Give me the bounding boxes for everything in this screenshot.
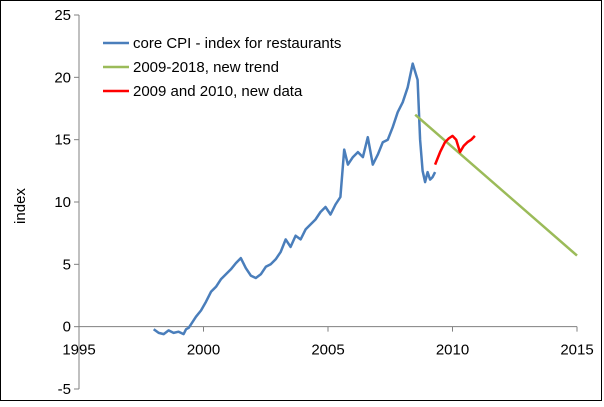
legend-label-3: 2009 and 2010, new data xyxy=(133,83,303,100)
y-tick-label: 20 xyxy=(54,69,71,86)
series-layer xyxy=(152,62,578,336)
legend-label-2: 2009-2018, new trend xyxy=(133,59,279,76)
y-tick-label: 0 xyxy=(63,319,71,336)
y-tick-label: 10 xyxy=(54,194,71,211)
x-tick-label: 2000 xyxy=(187,342,220,359)
y-axis-label: index xyxy=(12,188,29,224)
series-line-2 xyxy=(414,113,578,257)
series-line-1 xyxy=(152,62,437,336)
axes: -5 0 5 10 15 20 25 1995 2000 2005 2010 2015 xyxy=(54,7,593,398)
y-tick-label: 5 xyxy=(63,256,71,273)
x-tick-label: 2005 xyxy=(311,342,344,359)
x-tick-label: 1995 xyxy=(62,342,95,359)
y-tick-label: 15 xyxy=(54,132,71,149)
x-tick-label: 2015 xyxy=(560,342,593,359)
series-line-3 xyxy=(433,134,476,166)
x-tick-label: 2010 xyxy=(436,342,469,359)
legend: core CPI - index for restaurants 2009-201… xyxy=(103,35,341,100)
y-tick-label: 25 xyxy=(54,7,71,24)
y-tick-label: -5 xyxy=(58,381,71,398)
legend-label-1: core CPI - index for restaurants xyxy=(133,35,341,52)
